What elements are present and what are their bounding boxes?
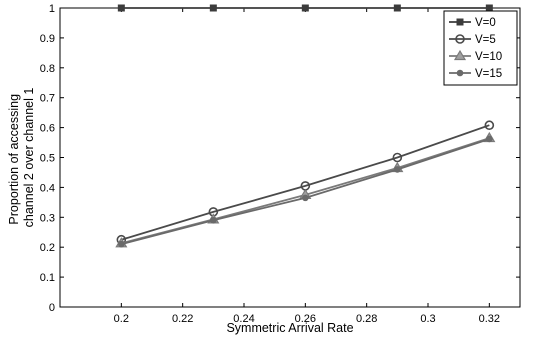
y-tick-label: 0.7 <box>40 93 55 105</box>
data-series <box>115 4 496 248</box>
y-tick-label: 0.8 <box>40 63 55 75</box>
legend: V=0 V=5 V=10 V=15 <box>443 10 518 86</box>
data-point-v-15 <box>394 166 401 173</box>
data-point-v-15 <box>118 240 125 248</box>
y-tick-label: 0 <box>49 302 55 314</box>
legend-marker-v-10 <box>453 49 467 61</box>
y-tick-label: 0.9 <box>40 33 55 45</box>
data-point-v-0 <box>393 4 401 12</box>
series-line-v-5 <box>121 124 490 241</box>
legend-item-v-15: V=15 <box>449 68 502 80</box>
plot-area <box>59 7 521 308</box>
y-tick-label: 0.4 <box>40 182 55 194</box>
x-tick-label: 0.24 <box>233 313 254 325</box>
data-point-v-0 <box>117 4 125 12</box>
x-tick-label: 0.28 <box>356 313 377 325</box>
legend-label: V=10 <box>475 51 502 63</box>
y-tick-label: 0.5 <box>40 153 55 165</box>
y-axis-label-line-1: Proportion of accessing <box>7 94 21 225</box>
y-tick-label: 0.3 <box>40 212 55 224</box>
legend-marker-v-5 <box>455 34 465 44</box>
legend-item-v-0: V=0 <box>449 17 496 29</box>
y-axis-label-line-2: channel 2 over channel 1 <box>22 88 36 228</box>
data-point-v-0 <box>209 4 217 12</box>
x-tick-label: 0.26 <box>295 313 316 325</box>
x-tick-label: 0.32 <box>479 313 500 325</box>
data-point-v-15 <box>302 194 309 202</box>
data-point-v-15 <box>486 135 493 143</box>
series-v-15 <box>118 135 493 248</box>
x-tick-label: 0.3 <box>420 313 435 325</box>
legend-label: V=0 <box>475 17 496 29</box>
legend-label: V=5 <box>475 34 496 46</box>
x-axis-label: Symmetric Arrival Rate <box>226 321 353 335</box>
data-point-v-0 <box>485 4 493 12</box>
data-point-v-5 <box>484 120 495 131</box>
x-tick-label: 0.2 <box>114 313 129 325</box>
legend-marker-v-0 <box>456 18 464 26</box>
legend-item-v-10: V=10 <box>449 49 502 63</box>
y-tick-label: 1 <box>49 3 55 15</box>
y-tick-label: 0.6 <box>40 123 55 135</box>
y-tick-label: 0.1 <box>40 272 55 284</box>
axis-ticks: 0.2 0.22 0.24 0.26 0.28 0.3 0.32 0 0.1 0.2 0.3 0.4 0… <box>40 3 520 325</box>
plot-frame <box>59 7 521 308</box>
data-point-v-0 <box>301 4 309 12</box>
x-tick-label: 0.22 <box>172 313 193 325</box>
data-point-v-5 <box>392 152 403 163</box>
y-tick-label: 0.2 <box>40 242 55 254</box>
y-axis-label: Proportion of accessing channel 2 over c… <box>7 88 36 228</box>
legend-label: V=15 <box>475 68 502 80</box>
data-point-v-15 <box>210 216 217 224</box>
legend-marker-v-15 <box>456 69 464 77</box>
legend-item-v-5: V=5 <box>449 34 496 46</box>
